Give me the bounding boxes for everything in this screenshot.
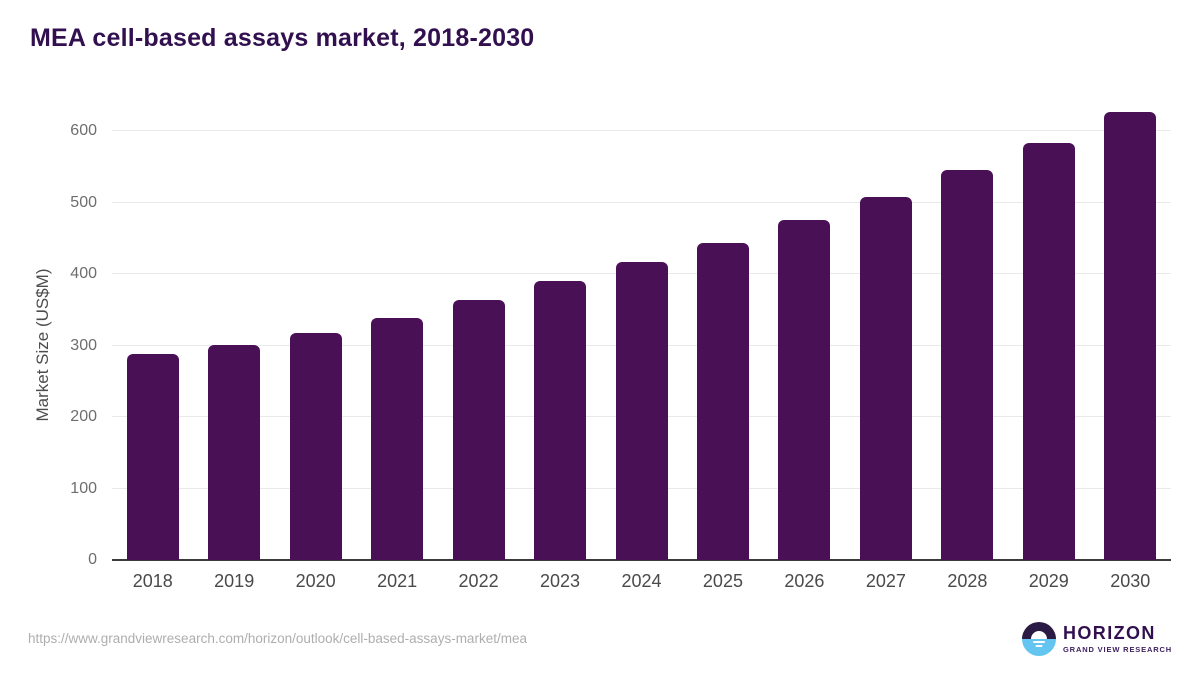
bar-2024 [615,261,668,560]
logo-subtitle: GRAND VIEW RESEARCH [1063,645,1173,654]
y-axis-tick-labels: 0 100 200 300 400 500 600 [0,0,97,675]
bar-2026 [778,220,831,560]
bar-2028 [941,170,994,560]
y-tick-200: 200 [70,408,97,425]
x-tick-2023: 2023 [540,571,581,591]
bar-2022 [452,300,505,560]
x-tick-2020: 2020 [295,571,336,591]
bar-2023 [534,281,587,560]
bar-2018 [126,354,179,560]
x-tick-2026: 2026 [784,571,825,591]
plot-area [112,100,1171,561]
sun-reflection-icon [1033,641,1045,643]
y-tick-0: 0 [88,551,97,568]
bar-2027 [859,196,912,560]
x-tick-2029: 2029 [1028,571,1069,591]
x-tick-2027: 2027 [865,571,906,591]
bar-2030 [1104,112,1157,560]
bar-2029 [1022,143,1075,560]
bar-2019 [208,344,261,560]
horizon-logo-icon [1022,622,1056,656]
x-axis-line [112,559,1171,561]
logo-name: HORIZON [1063,623,1156,643]
y-tick-400: 400 [70,265,97,282]
x-tick-2028: 2028 [947,571,988,591]
x-tick-2024: 2024 [621,571,662,591]
gridline-600 [112,130,1171,131]
sun-reflection-icon [1035,645,1043,647]
x-tick-2019: 2019 [214,571,255,591]
bar-2020 [289,333,342,560]
x-tick-2018: 2018 [132,571,173,591]
y-tick-100: 100 [70,479,97,497]
y-tick-500: 500 [70,193,97,211]
chart-title: MEA cell-based assays market, 2018-2030 [30,24,535,52]
sun-icon [1031,631,1047,639]
x-tick-2030: 2030 [1110,571,1151,591]
gridline-500 [112,201,1171,203]
x-tick-2025: 2025 [702,571,743,591]
horizon-logo: HORIZON GRAND VIEW RESEARCH [1022,622,1182,662]
logo-text: HORIZON GRAND VIEW RESEARCH [1063,623,1173,655]
source-url-text: https://www.grandviewresearch.com/horizo… [28,631,527,646]
bar-2021 [371,318,424,560]
x-tick-2022: 2022 [458,571,499,591]
x-tick-2021: 2021 [377,571,418,591]
y-tick-300: 300 [70,336,97,354]
y-tick-600: 600 [70,122,97,139]
bar-2025 [696,242,749,560]
